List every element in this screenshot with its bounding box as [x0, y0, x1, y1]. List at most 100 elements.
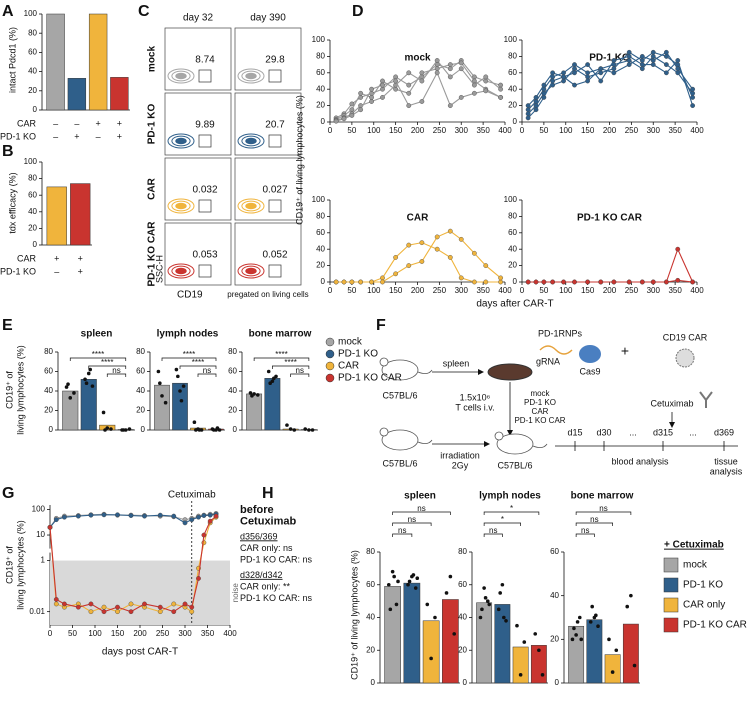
data-point [207, 518, 213, 524]
group-label: PD-1 KO CAR [514, 416, 565, 425]
y-tick-label: 80 [136, 347, 145, 356]
mouse-label: C57BL/6 [497, 460, 532, 470]
x-tick-label: 250 [156, 629, 170, 638]
data-point [588, 620, 593, 624]
note: CAR only: ns [240, 543, 293, 553]
data-point [157, 604, 163, 610]
gate [268, 69, 282, 83]
panel-label: C [138, 3, 150, 20]
data-point [189, 517, 195, 523]
data-point [174, 367, 179, 372]
y-tick-label: 100 [24, 157, 38, 166]
x-tick-label: 350 [201, 629, 215, 638]
y-tick-label: 0 [233, 425, 238, 434]
data-point [333, 118, 339, 124]
data-point [369, 99, 374, 104]
flow-population [245, 137, 257, 145]
y-tick-label: 40 [550, 591, 559, 600]
data-point [393, 74, 399, 80]
y-tick-label: 40 [28, 67, 37, 76]
data-point [483, 263, 489, 268]
y-tick-label: 20 [458, 645, 467, 654]
row-label: PD-1 KO [147, 103, 158, 144]
mouse-icon [494, 431, 548, 455]
dish [487, 363, 533, 381]
legend-title: + Cetuximab [664, 540, 724, 551]
data-point [380, 275, 385, 281]
data-point [101, 604, 107, 610]
data-point [452, 632, 457, 636]
data-point [626, 58, 632, 63]
condition-name: PD-1 KO [0, 266, 36, 276]
antibody-icon [699, 391, 713, 408]
x-tick-label: 350 [668, 126, 682, 135]
noise-label: noise [231, 583, 240, 603]
data-point [68, 396, 73, 400]
x-tick-label: 100 [367, 126, 381, 135]
bar [80, 379, 97, 431]
bar [172, 382, 188, 431]
y-tick-label: 20 [550, 634, 559, 643]
data-point [444, 591, 449, 595]
gate-value: 8.74 [195, 55, 215, 66]
data-point [561, 70, 566, 76]
data-point [447, 74, 453, 80]
data-point [115, 604, 120, 610]
data-point [585, 279, 591, 285]
bar [586, 619, 603, 684]
data-point [358, 107, 364, 113]
data-point [639, 54, 645, 59]
y-tick-label: 80 [228, 347, 237, 356]
data-point [349, 113, 355, 118]
data-point [663, 70, 669, 76]
row-label: mock [147, 46, 158, 73]
data-point [268, 381, 272, 386]
arrow-head [484, 441, 490, 447]
significance-bracket [483, 511, 540, 515]
data-point [572, 82, 577, 88]
data-point [341, 116, 347, 122]
data-point [632, 663, 637, 668]
condition-mark: + [95, 118, 100, 128]
data-point [541, 95, 547, 100]
data-point [128, 601, 134, 607]
data-point [607, 637, 611, 642]
x-tick-label: 400 [498, 126, 512, 135]
group-label: PD-1 KO [524, 398, 556, 407]
significance-bracket [106, 373, 127, 377]
significance-bracket [392, 533, 413, 537]
step-label: 2Gy [452, 460, 469, 470]
legend-marker [663, 557, 679, 573]
data-point [447, 103, 453, 109]
x-tick-label: 50 [539, 126, 548, 135]
legend-marker [663, 617, 679, 633]
data-point [128, 609, 134, 615]
legend-marker [663, 597, 679, 613]
flow-population [171, 200, 191, 212]
flow-population [245, 267, 257, 275]
data-point [88, 512, 94, 518]
data-point [303, 427, 308, 431]
condition-mark: – [74, 118, 79, 128]
y-tick-label: 20 [44, 406, 53, 415]
data-point [358, 90, 364, 96]
data-point [53, 597, 59, 602]
data-point [650, 54, 656, 59]
data-point [434, 66, 440, 72]
data-point [540, 673, 545, 677]
gate-value: 20.7 [265, 120, 285, 131]
data-point [525, 103, 531, 109]
y-tick-label: 20 [228, 406, 237, 415]
legend-label: mock [338, 337, 363, 348]
data-point [255, 393, 260, 397]
data-point [115, 609, 120, 615]
flow-population [237, 263, 265, 279]
data-point [310, 428, 315, 432]
data-point [285, 423, 289, 427]
data-point [434, 234, 440, 240]
data-point [212, 428, 216, 432]
significance-label: * [510, 504, 513, 513]
data-point [392, 574, 396, 579]
data-point [386, 582, 391, 587]
arrow-head [478, 369, 484, 375]
